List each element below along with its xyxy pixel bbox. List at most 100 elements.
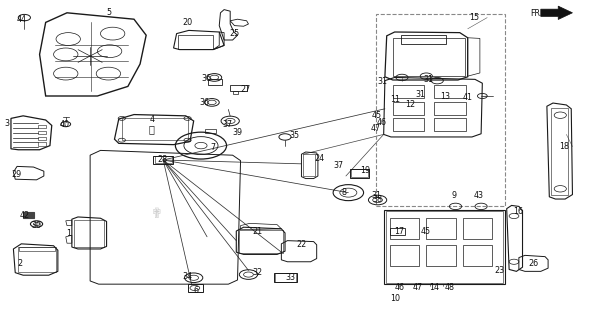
Text: 40: 40 <box>60 120 69 129</box>
Text: 11: 11 <box>390 95 400 104</box>
Text: 2: 2 <box>17 259 22 268</box>
Text: 45: 45 <box>420 227 431 236</box>
Text: 1: 1 <box>66 229 71 238</box>
Bar <box>426 245 456 266</box>
Text: ✟: ✟ <box>151 207 163 221</box>
Bar <box>23 212 34 218</box>
Text: 5: 5 <box>107 8 111 17</box>
Bar <box>205 129 216 133</box>
Text: 9: 9 <box>452 191 457 200</box>
Bar <box>351 169 368 177</box>
Text: 31: 31 <box>424 76 434 84</box>
Bar <box>463 218 492 239</box>
Text: 30: 30 <box>32 221 41 230</box>
Bar <box>230 85 247 91</box>
Text: 4: 4 <box>149 116 154 124</box>
Text: Ⓣ: Ⓣ <box>148 124 154 135</box>
Bar <box>19 247 55 251</box>
Bar <box>350 169 369 178</box>
Text: 26: 26 <box>529 260 539 268</box>
Text: 39: 39 <box>233 128 243 137</box>
Bar <box>122 118 188 140</box>
Bar <box>386 211 503 283</box>
Text: 44: 44 <box>17 15 27 24</box>
Text: 8: 8 <box>341 188 346 197</box>
Bar <box>233 91 238 94</box>
Bar <box>376 14 505 206</box>
Text: 37: 37 <box>222 120 233 129</box>
Bar <box>38 142 46 146</box>
Text: 7: 7 <box>210 143 215 152</box>
Bar <box>208 79 222 85</box>
Text: 25: 25 <box>229 29 239 38</box>
Text: 41: 41 <box>463 93 473 102</box>
Bar <box>434 85 466 98</box>
Bar <box>303 154 315 176</box>
Text: 13: 13 <box>440 92 449 101</box>
Bar <box>188 284 203 292</box>
Bar <box>38 125 46 128</box>
Text: 34: 34 <box>183 272 192 281</box>
Text: 24: 24 <box>314 154 325 163</box>
Bar <box>38 137 46 140</box>
Bar <box>274 273 297 282</box>
Bar <box>551 108 568 195</box>
Text: 38: 38 <box>373 195 382 204</box>
Bar <box>393 102 424 115</box>
Text: 27: 27 <box>241 85 251 94</box>
Text: FR.: FR. <box>530 9 542 18</box>
Text: 23: 23 <box>495 266 505 275</box>
Text: 17: 17 <box>395 227 405 236</box>
Bar <box>178 35 213 49</box>
Text: 21: 21 <box>253 227 263 236</box>
Bar <box>38 131 46 134</box>
Bar <box>153 156 173 164</box>
Bar <box>393 38 465 76</box>
Text: 10: 10 <box>390 294 400 303</box>
Bar <box>275 273 296 282</box>
Text: 31: 31 <box>371 191 381 200</box>
Text: 6: 6 <box>194 286 199 295</box>
Bar <box>384 210 505 284</box>
Bar <box>426 218 456 239</box>
Text: 14: 14 <box>429 283 439 292</box>
Text: 36: 36 <box>201 74 211 83</box>
Text: 16: 16 <box>513 207 523 216</box>
Text: 3: 3 <box>5 119 10 128</box>
Text: 45: 45 <box>371 111 382 120</box>
Text: 22: 22 <box>296 240 306 249</box>
Text: 29: 29 <box>11 170 21 179</box>
Text: 15: 15 <box>469 13 479 22</box>
Text: 48: 48 <box>445 283 454 292</box>
Text: 12: 12 <box>405 100 415 109</box>
Polygon shape <box>541 6 572 20</box>
Text: 47: 47 <box>413 283 423 292</box>
Bar <box>434 118 466 131</box>
Text: 47: 47 <box>370 124 381 133</box>
Text: 31: 31 <box>378 77 387 86</box>
Text: 20: 20 <box>183 18 193 27</box>
Text: 32: 32 <box>253 268 263 277</box>
Text: 42: 42 <box>19 212 30 220</box>
Bar <box>393 85 424 98</box>
Text: 37: 37 <box>334 161 344 170</box>
Text: 35: 35 <box>290 132 300 140</box>
Bar <box>390 228 405 235</box>
Text: 43: 43 <box>474 191 484 200</box>
Text: 19: 19 <box>361 166 371 175</box>
Bar <box>401 35 446 44</box>
Text: 28: 28 <box>157 156 167 164</box>
Bar <box>155 156 172 163</box>
Bar <box>74 220 104 247</box>
Bar <box>393 118 424 131</box>
Bar <box>390 218 419 239</box>
Text: 46: 46 <box>376 118 386 127</box>
Bar <box>434 102 466 115</box>
Text: 33: 33 <box>285 273 295 282</box>
Bar <box>463 245 492 266</box>
Bar <box>239 230 283 253</box>
Bar <box>390 245 419 266</box>
Text: 36: 36 <box>200 98 209 107</box>
Text: 31: 31 <box>415 90 425 99</box>
Text: 18: 18 <box>559 142 569 151</box>
